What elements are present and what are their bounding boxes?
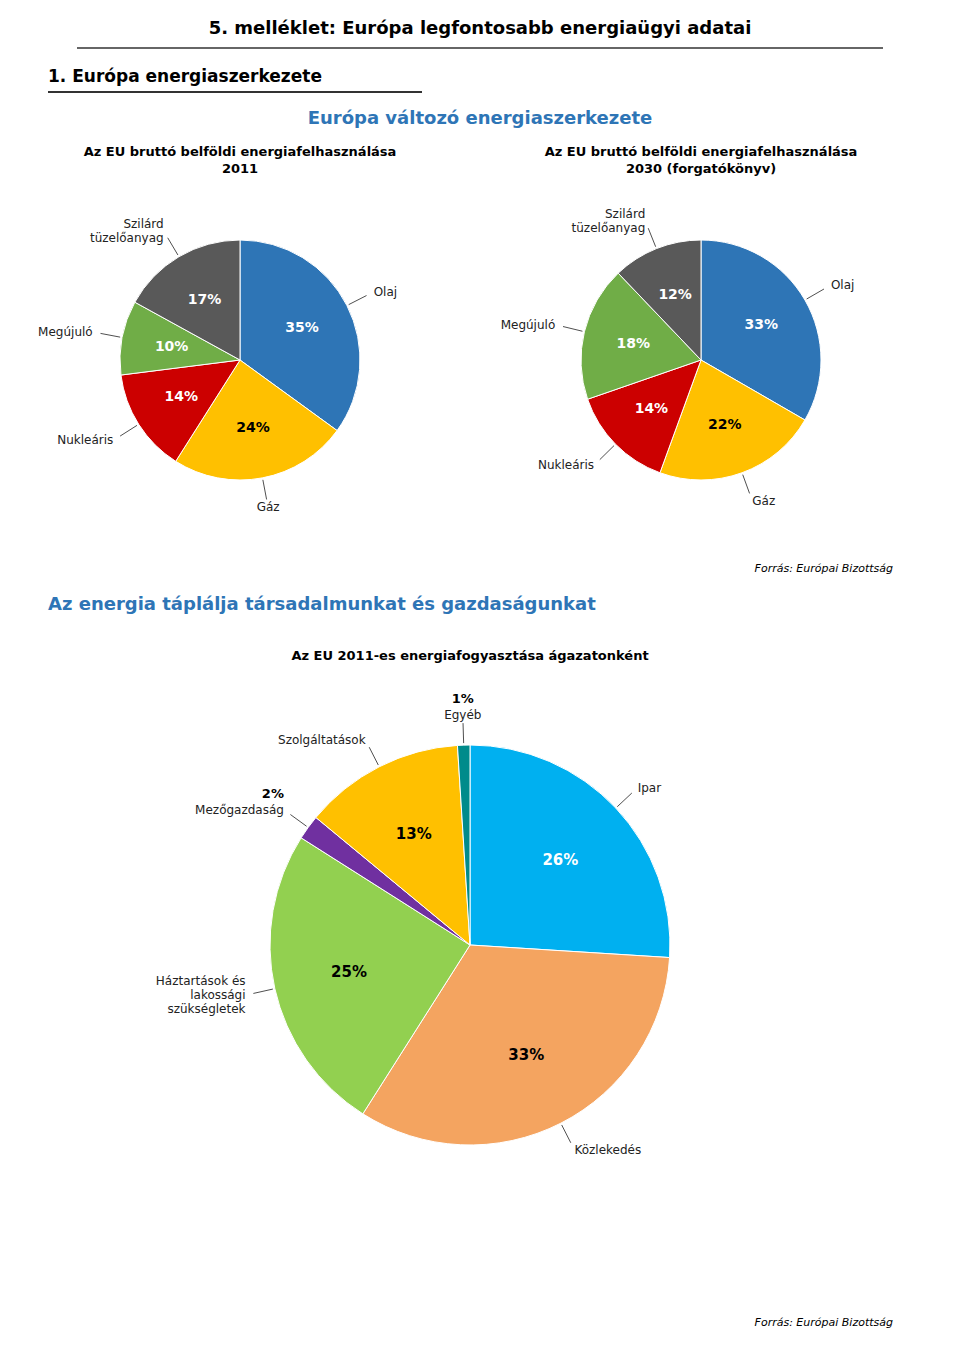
source-note: Forrás: Európai Bizottság [755, 562, 893, 575]
pie-slice [457, 745, 470, 945]
category-label: Szolgáltatások [278, 733, 366, 747]
leader-line [101, 333, 121, 337]
category-label: Szilárdtüzelőanyag [90, 216, 164, 244]
leader-line [807, 289, 824, 299]
category-label: Olaj [374, 284, 397, 298]
title-rule [77, 47, 883, 49]
category-label: Nukleáris [57, 433, 113, 447]
chart-subtitle: 2011 [222, 161, 258, 176]
leader-line [290, 815, 306, 827]
data-label: 2% [262, 786, 284, 801]
pie-slice [135, 240, 240, 360]
leader-line [253, 989, 273, 993]
chart-subtitle: 2030 (forgatókönyv) [626, 161, 776, 176]
pie-plot: Ipar 26% Közlekedés 33% Háztartások éslakoss… [156, 691, 670, 1156]
category-label: Közlekedés [574, 1142, 641, 1156]
category-label: Olaj [831, 278, 854, 292]
leader-line [648, 228, 655, 247]
source-note: Forrás: Európai Bizottság [755, 1316, 893, 1329]
category-label: Nukleáris [538, 458, 594, 472]
page-title: 5. melléklet: Európa legfontosabb energi… [209, 17, 752, 38]
pie-slice [316, 745, 470, 945]
chart-title: Az EU 2011-es energiafogyasztása ágazato… [291, 648, 648, 663]
chart-title: Az EU bruttó belföldi energiafelhasználá… [545, 144, 858, 159]
leader-line [120, 425, 137, 436]
data-label: 18% [617, 335, 651, 351]
pie-chart: Az EU 2011-es energiafogyasztása ágazato… [156, 648, 670, 1156]
category-label: Háztartások éslakosságiszükségletek [156, 974, 246, 1016]
leader-line [263, 480, 267, 500]
chart-title: Az EU bruttó belföldi energiafelhasználá… [84, 144, 397, 159]
data-label: 25% [331, 963, 367, 981]
section-rule [48, 91, 422, 93]
data-label: 13% [396, 825, 432, 843]
data-label: 33% [745, 316, 779, 332]
data-label: 12% [658, 286, 692, 302]
leader-line [463, 723, 465, 743]
pie-chart: Az EU bruttó belföldi energiafelhasználá… [38, 144, 397, 514]
leader-line [617, 793, 632, 807]
category-label: Megújuló [501, 317, 556, 331]
data-label: 10% [155, 338, 189, 354]
data-label: 26% [542, 851, 578, 869]
category-label: Mezőgazdaság [195, 802, 284, 816]
pie-plot: Olaj 35% Gáz 24% Nukleáris 14% Megújuló 10% Szil… [38, 216, 397, 513]
data-label: 33% [508, 1046, 544, 1064]
data-label: 22% [708, 416, 742, 432]
data-label: 24% [236, 419, 270, 435]
leader-line [369, 747, 378, 765]
pie-slice [121, 360, 240, 461]
leader-line [743, 475, 750, 494]
data-label: 35% [285, 319, 319, 335]
data-label: 14% [635, 400, 669, 416]
leader-line [563, 327, 582, 332]
category-label: Egyéb [444, 708, 481, 722]
section-subtitle: Európa változó energiaszerkezete [308, 107, 653, 128]
category-label: Gáz [752, 493, 775, 507]
category-label: Ipar [638, 780, 662, 794]
section-title: 1. Európa energiaszerkezete [48, 66, 322, 86]
page: 5. melléklet: Európa legfontosabb energi… [0, 0, 960, 1356]
category-label: Megújuló [38, 324, 93, 338]
pie-slice [470, 745, 670, 958]
pie-plot: Olaj 33% Gáz 22% Nukleáris 14% Megújuló 18% Szil… [501, 206, 855, 507]
leader-line [349, 296, 367, 305]
section-title: Az energia táplálja társadalmunkat és ga… [48, 593, 596, 614]
leader-line [168, 238, 178, 255]
data-label: 17% [188, 291, 222, 307]
pie-chart: Az EU bruttó belföldi energiafelhasználá… [501, 144, 858, 507]
leader-line [562, 1125, 571, 1143]
data-label: 1% [452, 691, 474, 706]
category-label: Szilárdtüzelőanyag [572, 206, 646, 234]
category-label: Gáz [257, 500, 280, 514]
leader-line [600, 446, 614, 460]
data-label: 14% [164, 388, 198, 404]
